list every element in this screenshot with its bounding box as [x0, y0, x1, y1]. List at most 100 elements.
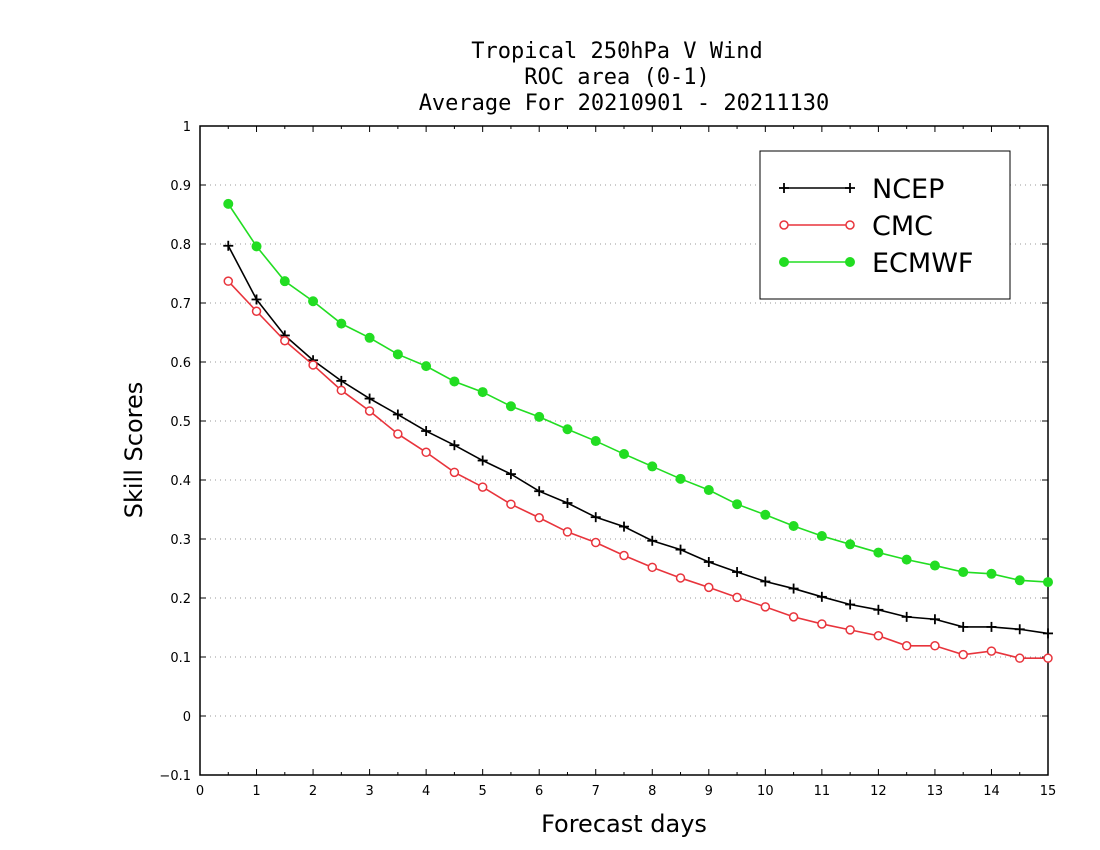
point-ncep [958, 621, 969, 632]
point-ecmwf [534, 411, 545, 422]
x-tick-label: 1 [252, 784, 260, 799]
y-axis: −0.1 0 0.1 0.2 0.3 0.4 0.5 0.6 0.7 0.8 0.9 1 [159, 120, 1048, 784]
point-ecmwf [647, 461, 658, 472]
point-cmc [817, 619, 827, 629]
series-ncep [223, 240, 1053, 639]
point-ecmwf [505, 401, 516, 412]
legend-marker-ecmwf [845, 257, 855, 267]
legend-marker-ecmwf [779, 257, 789, 267]
point-cmc [393, 429, 403, 439]
point-cmc [308, 360, 318, 370]
legend-item-ecmwf: ECMWF [779, 248, 973, 279]
point-ncep [562, 498, 573, 509]
x-tick-label: 9 [705, 784, 713, 799]
x-tick-label: 12 [870, 784, 887, 799]
point-cmc [901, 641, 912, 651]
point-ncep [336, 375, 347, 386]
y-tick-label: 0 [183, 710, 191, 725]
point-cmc [845, 625, 855, 635]
point-ecmwf [619, 449, 629, 460]
point-ncep [901, 611, 912, 622]
point-ecmwf [901, 554, 912, 565]
y-tick-label: −0.1 [159, 769, 191, 784]
point-ncep [647, 535, 658, 546]
x-tick-label: 6 [535, 784, 543, 799]
point-ecmwf [223, 198, 234, 209]
point-ncep [477, 455, 488, 466]
point-ncep [619, 521, 629, 532]
point-cmc [223, 276, 234, 286]
x-tick-label: 13 [927, 784, 944, 799]
point-cmc [873, 631, 884, 641]
point-ncep [1043, 628, 1053, 639]
point-ecmwf [816, 531, 827, 542]
x-tick-label: 11 [814, 784, 831, 799]
point-cmc [986, 646, 997, 656]
legend-marker-ncep [779, 183, 789, 193]
x-tick-label: 15 [1040, 784, 1057, 799]
series-line-ncep [227, 245, 1049, 635]
point-cmc [930, 641, 940, 651]
point-ncep [703, 557, 714, 568]
point-ncep [421, 426, 432, 437]
x-tick-label: 0 [196, 784, 204, 799]
y-tick-label: 0.1 [170, 651, 191, 666]
x-tick-label: 7 [592, 784, 600, 799]
point-ecmwf [251, 241, 262, 252]
point-ecmwf [929, 560, 940, 571]
x-axis-label: Forecast days [541, 810, 707, 838]
legend-label-ecmwf: ECMWF [872, 248, 973, 279]
point-ecmwf [760, 509, 771, 520]
point-ncep [590, 512, 601, 523]
point-ecmwf [873, 547, 884, 558]
point-ecmwf [477, 387, 488, 398]
series-cmc [223, 276, 1053, 663]
title-line-1: Tropical 250hPa V Wind [471, 39, 762, 64]
point-cmc [704, 582, 714, 593]
title-line-3: Average For 20210901 - 20211130 [419, 91, 830, 116]
point-ecmwf [421, 361, 432, 372]
point-cmc [280, 336, 290, 346]
point-ecmwf [788, 521, 799, 532]
y-tick-label: 0.3 [170, 533, 191, 548]
point-cmc [364, 406, 375, 416]
y-tick-label: 0.2 [170, 592, 191, 607]
point-ncep [675, 544, 686, 555]
point-ecmwf [590, 436, 601, 447]
point-ecmwf [392, 349, 403, 360]
point-ncep [223, 240, 234, 251]
legend: NCEP CMC ECMWF [759, 150, 1011, 300]
point-ecmwf [449, 376, 460, 387]
point-cmc [760, 602, 771, 612]
point-ncep [449, 440, 460, 451]
y-tick-label: 0.5 [170, 415, 191, 430]
point-cmc [1014, 653, 1025, 663]
series-ecmwf [223, 198, 1053, 588]
point-ecmwf [732, 499, 743, 510]
y-tick-label: 0.7 [170, 297, 191, 312]
point-ecmwf [675, 473, 686, 484]
point-ncep [1014, 624, 1025, 635]
point-cmc [506, 499, 516, 509]
point-ecmwf [958, 567, 969, 578]
y-tick-label: 0.9 [170, 179, 191, 194]
title-line-2: ROC area (0-1) [524, 65, 709, 90]
point-ncep [534, 486, 545, 497]
y-axis-label: Skill Scores [120, 382, 148, 519]
legend-item-ncep: NCEP [779, 174, 944, 205]
point-cmc [675, 573, 686, 583]
point-cmc [590, 537, 601, 548]
point-cmc [647, 562, 658, 573]
point-ecmwf [1014, 575, 1025, 586]
point-cmc [251, 306, 262, 317]
x-tick-label: 3 [365, 784, 373, 799]
point-ncep [788, 583, 799, 594]
legend-label-ncep: NCEP [872, 174, 944, 205]
x-tick-label: 4 [422, 784, 430, 799]
legend-item-cmc: CMC [779, 211, 933, 242]
point-ecmwf [986, 568, 997, 579]
point-cmc [449, 467, 460, 478]
point-ecmwf [703, 485, 714, 496]
point-ecmwf [845, 539, 856, 550]
